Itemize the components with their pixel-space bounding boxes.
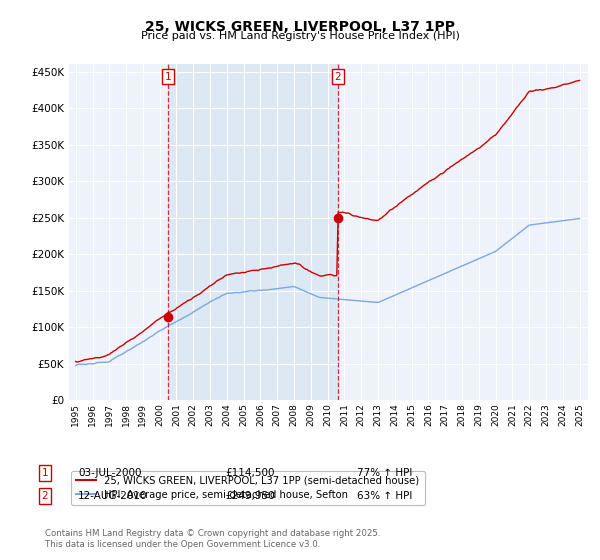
Text: 2: 2 [41,491,49,501]
Text: 03-JUL-2000: 03-JUL-2000 [78,468,142,478]
Text: 1: 1 [41,468,49,478]
Text: 63% ↑ HPI: 63% ↑ HPI [357,491,412,501]
Text: 77% ↑ HPI: 77% ↑ HPI [357,468,412,478]
Text: 25, WICKS GREEN, LIVERPOOL, L37 1PP: 25, WICKS GREEN, LIVERPOOL, L37 1PP [145,20,455,34]
Text: £114,500: £114,500 [225,468,275,478]
Text: 1: 1 [165,72,172,82]
Text: £249,950: £249,950 [225,491,275,501]
Text: Contains HM Land Registry data © Crown copyright and database right 2025.
This d: Contains HM Land Registry data © Crown c… [45,529,380,549]
Text: 2: 2 [334,72,341,82]
Text: Price paid vs. HM Land Registry's House Price Index (HPI): Price paid vs. HM Land Registry's House … [140,31,460,41]
Bar [168,64,338,400]
Legend: 25, WICKS GREEN, LIVERPOOL, L37 1PP (semi-detached house), HPI: Average price, s: 25, WICKS GREEN, LIVERPOOL, L37 1PP (sem… [71,471,425,505]
Text: 12-AUG-2010: 12-AUG-2010 [78,491,148,501]
